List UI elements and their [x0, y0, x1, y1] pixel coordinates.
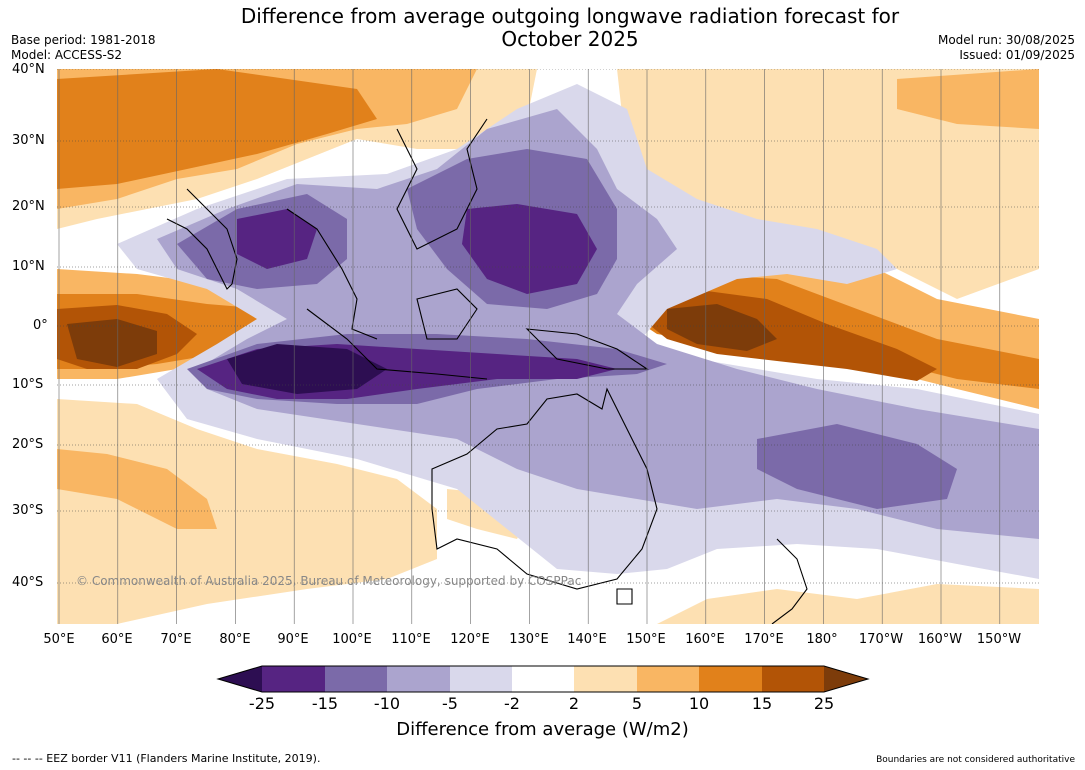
- lon-label-140e: 140°E: [567, 632, 607, 647]
- colorbar-bin-m15-m10: [325, 666, 387, 692]
- colorbar-bin-m10-m5: [387, 666, 450, 692]
- coastline-southeast-asia: [286, 208, 378, 340]
- anomaly-contour-light-orange-southwest: [57, 449, 217, 529]
- anomaly-contour-light-orange-northeast: [897, 69, 1039, 129]
- lon-label-170e: 170°E: [744, 632, 784, 647]
- lon-label-180: 180°: [806, 632, 838, 647]
- lat-label-10s: 10°S: [12, 377, 44, 392]
- colorbar-tick-m5: -5: [442, 694, 458, 713]
- lon-label-120e: 120°E: [450, 632, 490, 647]
- eez-border-note: -- -- -- EEZ border V11 (Flanders Marine…: [12, 752, 321, 765]
- lat-label-30n: 30°N: [12, 133, 45, 148]
- lat-label-40s: 40°S: [12, 575, 44, 590]
- anomaly-contour-pale-orange-west-indian: [57, 399, 437, 624]
- colorbar-tick-m25: -25: [248, 694, 276, 713]
- lon-label-160e: 160°E: [685, 632, 725, 647]
- coastline-borneo: [416, 288, 478, 340]
- lon-label-160w: 160°W: [917, 632, 963, 647]
- lon-label-50e: 50°E: [43, 632, 75, 647]
- anomaly-contour-darkest-orange-west-indian: [67, 319, 157, 367]
- colorbar-tick-m10: -10: [373, 694, 401, 713]
- copyright-notice: © Commonwealth of Australia 2025, Bureau…: [76, 574, 582, 588]
- anomaly-contour-pale-orange-nz: [657, 584, 1039, 624]
- lon-label-150w: 150°W: [976, 632, 1022, 647]
- colorbar-bin-m25-m15: [262, 666, 325, 692]
- lat-label-30s: 30°S: [12, 503, 44, 518]
- colorbar-bin-m2-2: [512, 666, 574, 692]
- coastlines: [166, 118, 808, 624]
- lon-label-60e: 60°E: [101, 632, 133, 647]
- anomaly-contour-darkest-orange-west-pacific: [667, 304, 777, 351]
- coastline-east-asia: [396, 118, 488, 250]
- lon-label-130e: 130°E: [509, 632, 549, 647]
- lon-label-70e: 70°E: [160, 632, 192, 647]
- anomaly-contour-pale-orange-north-pacific: [617, 69, 1039, 299]
- issued-date: Issued: 01/09/2025: [959, 48, 1075, 62]
- colorbar-bin-2-5: [574, 666, 637, 692]
- lon-label-170w: 170°W: [858, 632, 904, 647]
- colorbar-tick-15: 15: [751, 694, 773, 713]
- anomaly-contour-orange-asia: [57, 69, 377, 189]
- coastline-new-zealand: [771, 538, 808, 624]
- coastline-india: [166, 188, 238, 290]
- model-run: Model run: 30/08/2025: [937, 33, 1075, 47]
- colorbar-bin-10-15: [699, 666, 762, 692]
- colorbar-bin-m5-m2: [450, 666, 512, 692]
- coastline-sumatra-java: [306, 308, 488, 380]
- model-name: Model: ACCESS-S2: [11, 48, 123, 62]
- colorbar-title: Difference from average (W/m2): [396, 719, 689, 740]
- colorbar-tick-25: 25: [813, 694, 835, 713]
- boundary-disclaimer: Boundaries are not considered authoritat…: [876, 755, 1075, 765]
- lat-label-40n: 40°N: [12, 62, 45, 77]
- lon-label-90e: 90°E: [277, 632, 309, 647]
- colorbar-arrow-low: [218, 666, 262, 692]
- colorbar: [216, 665, 870, 693]
- lon-label-110e: 110°E: [391, 632, 431, 647]
- lon-label-80e: 80°E: [219, 632, 251, 647]
- colorbar-bin-5-10: [637, 666, 699, 692]
- colorbar-tick-5: 5: [631, 694, 643, 713]
- lon-label-150e: 150°E: [626, 632, 666, 647]
- colorbar-tick-m15: -15: [311, 694, 339, 713]
- map-title-line-2: October 2025: [501, 27, 639, 51]
- anomaly-contour-darkest-purple-sumatra: [227, 344, 387, 394]
- lon-label-100e: 100°E: [332, 632, 372, 647]
- olr-anomaly-map: [57, 69, 1039, 624]
- map-title-line-1: Difference from average outgoing longwav…: [240, 4, 900, 28]
- graticule-longitude-lines: [58, 69, 1001, 624]
- lat-label-10n: 10°N: [12, 259, 45, 274]
- base-period: Base period: 1981-2018: [11, 33, 156, 47]
- colorbar-tick-2: 2: [568, 694, 580, 713]
- colorbar-outline: [216, 665, 870, 693]
- lat-label-20n: 20°N: [12, 199, 45, 214]
- colorbar-bin-15-25: [762, 666, 824, 692]
- lat-label-equator: 0°: [33, 318, 48, 333]
- coastline-australia: [431, 387, 658, 590]
- anomaly-contour-dark-purple-india: [237, 209, 317, 269]
- lat-label-20s: 20°S: [12, 437, 44, 452]
- colorbar-arrow-high: [824, 666, 868, 692]
- coastline-tasmania: [616, 588, 633, 605]
- colorbar-tick-m2: -2: [504, 694, 520, 713]
- map-canvas: [57, 69, 1039, 624]
- colorbar-tick-10: 10: [688, 694, 710, 713]
